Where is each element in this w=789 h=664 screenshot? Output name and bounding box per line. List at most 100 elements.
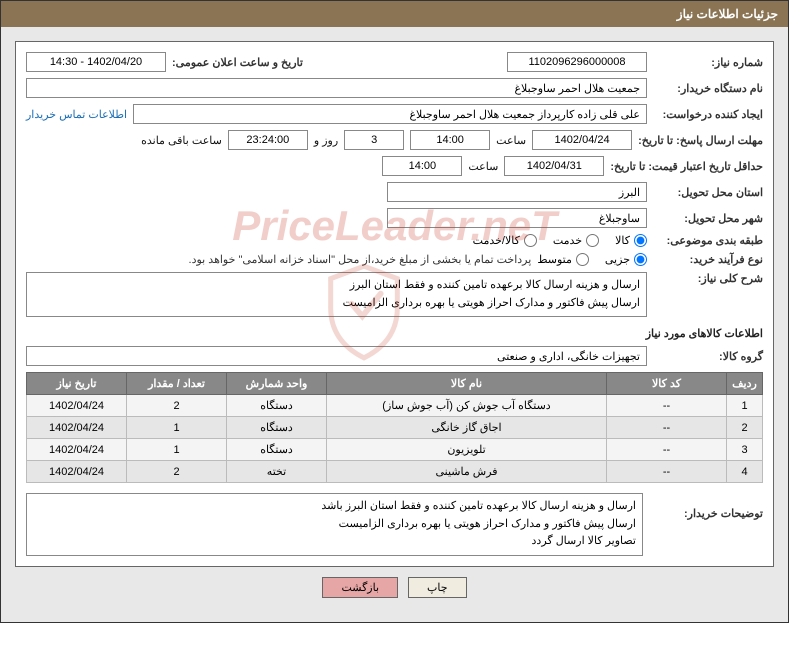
col-date: تاریخ نیاز — [27, 373, 127, 395]
purchase-type-radio-label: جزیی — [605, 253, 630, 266]
deadline-date: 1402/04/24 — [532, 130, 632, 150]
goods-section-title: اطلاعات کالاهای مورد نیاز — [26, 327, 763, 340]
buyer-contact-link[interactable]: اطلاعات تماس خریدار — [26, 108, 127, 121]
announce-label: تاریخ و ساعت اعلان عمومی: — [172, 56, 303, 69]
table-cell: -- — [607, 395, 727, 417]
table-cell: 2 — [127, 461, 227, 483]
table-cell: دستگاه — [227, 439, 327, 461]
category-option[interactable]: کالا/خدمت — [473, 234, 537, 247]
category-radio-label: خدمت — [553, 234, 582, 247]
row-buyer-notes: توضیحات خریدار: ارسال و هزینه ارسال کالا… — [26, 493, 763, 556]
col-qty: تعداد / مقدار — [127, 373, 227, 395]
table-row: 4--فرش ماشینیتخته21402/04/24 — [27, 461, 763, 483]
purchase-type-radio-group: جزیی متوسط — [537, 253, 647, 266]
goods-group-value: تجهیزات خانگی، اداری و صنعتی — [26, 346, 647, 366]
deadline-time: 14:00 — [410, 130, 490, 150]
table-cell: 1402/04/24 — [27, 461, 127, 483]
table-cell: 1402/04/24 — [27, 439, 127, 461]
row-city: شهر محل تحویل: ساوجبلاغ — [26, 208, 763, 228]
page-header: جزئیات اطلاعات نیاز — [1, 1, 788, 27]
deadline-days: 3 — [344, 130, 404, 150]
row-need-number: شماره نیاز: 1102096296000008 تاریخ و ساع… — [26, 52, 763, 72]
row-province: استان محل تحویل: البرز — [26, 182, 763, 202]
table-cell: -- — [607, 417, 727, 439]
table-cell: 1 — [127, 417, 227, 439]
table-cell: -- — [607, 461, 727, 483]
col-name: نام کالا — [327, 373, 607, 395]
purchase-type-label: نوع فرآیند خرید: — [653, 253, 763, 266]
row-goods-group: گروه کالا: تجهیزات خانگی، اداری و صنعتی — [26, 346, 763, 366]
city-value: ساوجبلاغ — [387, 208, 647, 228]
col-code: کد کالا — [607, 373, 727, 395]
category-option[interactable]: کالا — [615, 234, 647, 247]
row-buyer-org: نام دستگاه خریدار: جمعیت هلال احمر ساوجب… — [26, 78, 763, 98]
validity-date: 1402/04/31 — [504, 156, 604, 176]
category-radio[interactable] — [524, 234, 537, 247]
row-deadline: مهلت ارسال پاسخ: تا تاریخ: 1402/04/24 سا… — [26, 130, 763, 150]
col-unit: واحد شمارش — [227, 373, 327, 395]
purchase-type-note: پرداخت تمام یا بخشی از مبلغ خرید،از محل … — [189, 253, 532, 266]
print-button[interactable]: چاپ — [408, 577, 467, 598]
page-title: جزئیات اطلاعات نیاز — [677, 7, 778, 21]
category-label: طبقه بندی موضوعی: — [653, 234, 763, 247]
category-radio-group: کالا خدمت کالا/خدمت — [473, 234, 647, 247]
category-radio[interactable] — [634, 234, 647, 247]
table-cell: تلویزیون — [327, 439, 607, 461]
category-radio[interactable] — [586, 234, 599, 247]
deadline-remaining: 23:24:00 — [228, 130, 308, 150]
validity-time: 14:00 — [382, 156, 462, 176]
table-cell: 1402/04/24 — [27, 395, 127, 417]
category-option[interactable]: خدمت — [553, 234, 599, 247]
table-cell: 2 — [727, 417, 763, 439]
row-purchase-type: نوع فرآیند خرید: جزیی متوسط پرداخت تمام ی… — [26, 253, 763, 266]
goods-group-label: گروه کالا: — [653, 350, 763, 363]
validity-time-label: ساعت — [468, 160, 498, 173]
table-cell: 1 — [727, 395, 763, 417]
table-cell: 3 — [727, 439, 763, 461]
need-number-value: 1102096296000008 — [507, 52, 647, 72]
category-radio-label: کالا — [615, 234, 630, 247]
summary-text: ارسال و هزینه ارسال کالا برعهده تامین کن… — [26, 272, 647, 317]
row-requester: ایجاد کننده درخواست: علی قلی زاده کارپرد… — [26, 104, 763, 124]
row-summary: شرح کلی نیاز: ارسال و هزینه ارسال کالا ب… — [26, 272, 763, 317]
buyer-notes-text: ارسال و هزینه ارسال کالا برعهده تامین کن… — [26, 493, 643, 556]
purchase-type-radio-label: متوسط — [537, 253, 572, 266]
row-validity: حداقل تاریخ اعتبار قیمت: تا تاریخ: 1402/… — [26, 156, 763, 176]
purchase-type-option[interactable]: متوسط — [537, 253, 589, 266]
category-radio-label: کالا/خدمت — [473, 234, 520, 247]
province-value: البرز — [387, 182, 647, 202]
buyer-org-value: جمعیت هلال احمر ساوجبلاغ — [26, 78, 647, 98]
table-row: 3--تلویزیوندستگاه11402/04/24 — [27, 439, 763, 461]
table-cell: تخته — [227, 461, 327, 483]
main-area: PriceLeader.neT شماره نیاز: 110209629600… — [1, 27, 788, 622]
requester-label: ایجاد کننده درخواست: — [653, 108, 763, 121]
deadline-days-label: روز و — [314, 134, 338, 147]
table-cell: 1 — [127, 439, 227, 461]
deadline-label: مهلت ارسال پاسخ: تا تاریخ: — [638, 134, 763, 147]
row-category: طبقه بندی موضوعی: کالا خدمت کالا/خدمت — [26, 234, 763, 247]
deadline-time-label: ساعت — [496, 134, 526, 147]
items-table: ردیف کد کالا نام کالا واحد شمارش تعداد /… — [26, 372, 763, 483]
purchase-type-option[interactable]: جزیی — [605, 253, 647, 266]
purchase-type-radio[interactable] — [576, 253, 589, 266]
table-row: 2--اجاق گاز خانگیدستگاه11402/04/24 — [27, 417, 763, 439]
validity-label: حداقل تاریخ اعتبار قیمت: تا تاریخ: — [610, 160, 763, 173]
table-cell: اجاق گاز خانگی — [327, 417, 607, 439]
deadline-remaining-label: ساعت باقی مانده — [141, 134, 222, 147]
purchase-type-radio[interactable] — [634, 253, 647, 266]
summary-label: شرح کلی نیاز: — [653, 272, 763, 285]
city-label: شهر محل تحویل: — [653, 212, 763, 225]
table-cell: دستگاه — [227, 417, 327, 439]
table-cell: فرش ماشینی — [327, 461, 607, 483]
footer-buttons: چاپ بازگشت — [15, 567, 774, 608]
table-cell: 2 — [127, 395, 227, 417]
table-row: 1--دستگاه آب جوش کن (آب جوش ساز)دستگاه21… — [27, 395, 763, 417]
details-panel: PriceLeader.neT شماره نیاز: 110209629600… — [15, 41, 774, 567]
table-cell: دستگاه — [227, 395, 327, 417]
col-row: ردیف — [727, 373, 763, 395]
table-cell: -- — [607, 439, 727, 461]
items-header-row: ردیف کد کالا نام کالا واحد شمارش تعداد /… — [27, 373, 763, 395]
table-cell: 1402/04/24 — [27, 417, 127, 439]
table-cell: 4 — [727, 461, 763, 483]
back-button[interactable]: بازگشت — [322, 577, 398, 598]
